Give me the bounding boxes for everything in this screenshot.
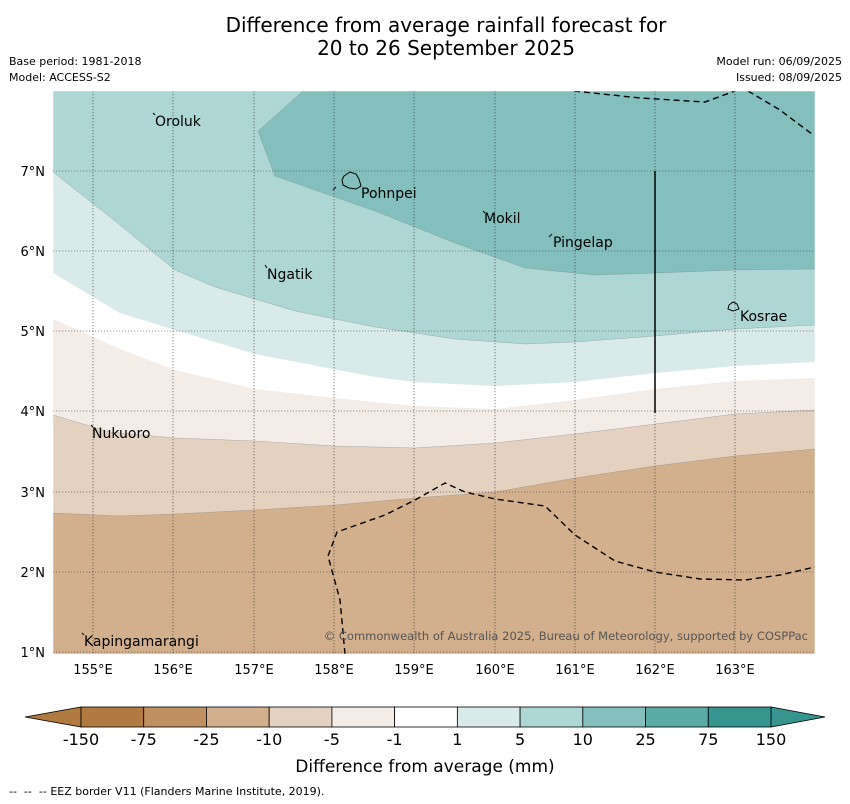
place-kapingamarangi: Kapingamarangi bbox=[84, 634, 199, 650]
lat-label: 7°N bbox=[21, 165, 46, 180]
colorbar-swatch bbox=[645, 706, 709, 728]
place-kosrae: Kosrae bbox=[740, 309, 787, 325]
model-name: Model: ACCESS-S2 bbox=[9, 71, 111, 84]
colorbar-tick-label: 150 bbox=[756, 730, 787, 749]
pohnpei-island-shape bbox=[341, 171, 362, 190]
band-10-to-25 bbox=[258, 91, 815, 275]
lon-label: 160°E bbox=[475, 663, 515, 678]
colorbar-extend-low bbox=[24, 706, 82, 728]
colorbar-tick-label: -5 bbox=[324, 730, 340, 749]
chart-title: Difference from average rainfall forecas… bbox=[0, 14, 850, 60]
model-info: Base period: 1981-2018 Model: ACCESS-S2 bbox=[9, 54, 141, 86]
model-run: Model run: 06/09/2025 bbox=[716, 55, 842, 68]
copyright-notice: © Commonwealth of Australia 2025, Bureau… bbox=[324, 629, 808, 643]
colorbar-swatch bbox=[206, 706, 270, 728]
colorbar-swatch bbox=[519, 706, 584, 728]
eez-legend-text: EEZ border V11 (Flanders Marine Institut… bbox=[50, 785, 325, 798]
longitude-labels: 155°E 156°E 157°E 158°E 159°E 160°E 161°… bbox=[73, 663, 755, 678]
eez-borders bbox=[327, 91, 815, 654]
colorbar-tick-label: 10 bbox=[573, 730, 593, 749]
lon-label: 158°E bbox=[314, 663, 354, 678]
lat-label: 6°N bbox=[21, 245, 46, 260]
islands bbox=[81, 112, 740, 636]
base-period: Base period: 1981-2018 bbox=[9, 55, 142, 68]
colorbar-tick-label: -150 bbox=[63, 730, 99, 749]
colorbar-tick-label: -25 bbox=[193, 730, 219, 749]
title-line-2: 20 to 26 September 2025 bbox=[317, 36, 575, 60]
colorbar-swatch bbox=[394, 706, 458, 728]
lon-label: 161°E bbox=[555, 663, 595, 678]
place-mokil: Mokil bbox=[484, 211, 521, 227]
colorbar-tick-label: 1 bbox=[452, 730, 462, 749]
lat-label: 1°N bbox=[21, 646, 46, 661]
colorbar-swatch bbox=[143, 706, 207, 728]
colorbar-swatch bbox=[456, 706, 521, 728]
place-nukuoro: Nukuoro bbox=[92, 426, 150, 442]
colorbar-tick-label: -75 bbox=[131, 730, 157, 749]
colorbar-tick-label: 25 bbox=[635, 730, 655, 749]
lon-label: 157°E bbox=[234, 663, 274, 678]
map-frame bbox=[52, 90, 816, 655]
lon-label: 156°E bbox=[153, 663, 193, 678]
graticule bbox=[53, 91, 815, 654]
colorbar: -150 -75 -25 -10 -5 -1 1 5 10 25 75 150 bbox=[24, 706, 826, 749]
lat-label: 3°N bbox=[21, 486, 46, 501]
colorbar-swatch bbox=[268, 706, 333, 728]
lat-label: 4°N bbox=[21, 405, 46, 420]
rainfall-map bbox=[53, 91, 815, 654]
kosrae-island-shape bbox=[727, 301, 740, 312]
lon-label: 155°E bbox=[73, 663, 113, 678]
colorbar-tick-label: 75 bbox=[698, 730, 718, 749]
place-labels: Oroluk Pohnpei Mokil Pingelap Ngatik Kos… bbox=[84, 114, 787, 650]
lon-label: 163°E bbox=[715, 663, 755, 678]
run-info: Model run: 06/09/2025 Issued: 08/09/2025 bbox=[716, 54, 842, 86]
lat-label: 5°N bbox=[21, 325, 46, 340]
colorbar-swatch bbox=[582, 706, 646, 728]
colorbar-tick-label: 5 bbox=[515, 730, 525, 749]
eez-legend: -- -- -- EEZ border V11 (Flanders Marine… bbox=[9, 785, 324, 798]
latitude-labels: 7°N 6°N 5°N 4°N 3°N 2°N 1°N bbox=[21, 165, 46, 661]
issued-date: Issued: 08/09/2025 bbox=[735, 71, 842, 84]
colorbar-extend-high bbox=[770, 706, 826, 728]
colorbar-label: Difference from average (mm) bbox=[295, 757, 554, 777]
lat-label: 2°N bbox=[21, 566, 46, 581]
colorbar-swatch bbox=[707, 706, 772, 728]
place-ngatik: Ngatik bbox=[267, 267, 313, 283]
colorbar-swatch bbox=[331, 706, 396, 728]
place-pingelap: Pingelap bbox=[553, 235, 613, 251]
colorbar-tick-label: -1 bbox=[387, 730, 403, 749]
title-line-1: Difference from average rainfall forecas… bbox=[225, 13, 667, 37]
colorbar-tick-label: -10 bbox=[256, 730, 282, 749]
eez-legend-symbol: -- -- -- bbox=[9, 785, 47, 798]
lon-label: 162°E bbox=[635, 663, 675, 678]
place-oroluk: Oroluk bbox=[155, 114, 202, 130]
lon-label: 159°E bbox=[394, 663, 434, 678]
place-pohnpei: Pohnpei bbox=[361, 186, 417, 202]
colorbar-swatch bbox=[80, 706, 145, 728]
